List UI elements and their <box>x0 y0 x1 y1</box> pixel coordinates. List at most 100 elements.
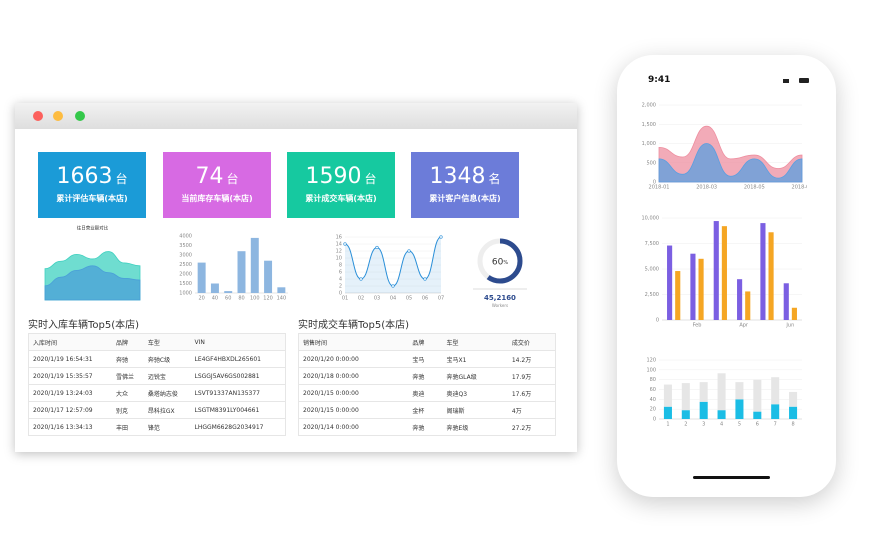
area <box>658 125 803 183</box>
x-tick-label: 3 <box>702 422 705 428</box>
table-cell: 宝马 <box>408 350 443 368</box>
kpi-unit: 台 <box>364 172 377 186</box>
gauge-caption: Workers <box>492 303 508 308</box>
y-tick-label: 2,000 <box>642 103 656 109</box>
table-cell: 奔驰 <box>112 350 144 368</box>
y-tick-label: 2500 <box>179 262 192 268</box>
header-cell: 品牌 <box>112 333 144 351</box>
kpi-label: 累计评估车辆(本店) <box>56 194 128 203</box>
bar-segment <box>771 404 780 419</box>
table-cell: 奔驰C级 <box>143 350 191 368</box>
x-tick-label: 60 <box>225 296 231 302</box>
title-bar <box>15 103 577 129</box>
bar <box>713 221 719 320</box>
x-tick-label: 8 <box>791 422 794 428</box>
table-cell: 4万 <box>507 401 556 419</box>
x-tick-label: 40 <box>212 296 218 302</box>
table-cell: 2020/1/19 15:35:57 <box>28 367 112 385</box>
kpi-value: 1590 台 <box>305 164 377 189</box>
header-row: 入库时间 品牌 车型 VIN <box>28 333 286 351</box>
bar <box>768 232 774 320</box>
area-fill <box>345 237 441 293</box>
bar <box>745 291 751 320</box>
minimize-button[interactable] <box>53 111 63 121</box>
x-tick-label: 06 <box>422 296 428 302</box>
table-cell: 27.2万 <box>507 418 556 436</box>
point <box>359 277 363 281</box>
gauge-total: 45,2160 <box>484 294 516 302</box>
table-cell: 2020/1/17 12:57:09 <box>28 401 112 419</box>
bar-segment <box>717 373 726 411</box>
y-tick-label: 1,000 <box>642 141 656 147</box>
table-cell: 奥迪 <box>408 384 443 402</box>
table-cell: 宝马X1 <box>442 350 508 368</box>
x-tick-label: 2018-01 <box>649 185 670 191</box>
phone-bar-chart: 0 2,500 5,000 7,500 10,000 Feb Apr Jun <box>642 216 802 329</box>
table-row: 2020/1/19 15:35:57 雪佛兰 迈锐宝 LSGGJ5AV6GS00288… <box>28 367 286 385</box>
table-row: 2020/1/16 13:34:13 丰田 锋范 LHGGM6628G2034917 <box>28 418 286 436</box>
bar <box>721 226 727 320</box>
kpi-card: 74 台当前库存车辆(本店) <box>163 152 271 218</box>
bar-segment <box>789 406 798 419</box>
table-row: 2020/1/14 0:00:00 奔驰 奔驰E级 27.2万 <box>298 418 556 436</box>
x-tick-label: 20 <box>198 296 204 302</box>
y-tick-label: 0 <box>339 291 342 297</box>
y-tick-label: 1000 <box>179 291 192 297</box>
bar-segment <box>699 382 708 402</box>
x-tick-label: 03 <box>374 296 380 302</box>
area <box>658 143 803 183</box>
phone-area-chart: 0 500 1,000 1,500 2,000 2018-01 2018-03 2018-05… <box>642 103 807 191</box>
table-row: 2020/1/15 0:00:00 金杯 阁瑞斯 4万 <box>298 401 556 419</box>
y-tick-label: 10,000 <box>642 216 660 222</box>
header-cell: 品牌 <box>408 333 443 351</box>
y-tick-label: 4 <box>339 277 342 283</box>
y-tick-label: 2000 <box>179 272 192 278</box>
kpi-unit: 台 <box>115 172 128 186</box>
point <box>423 277 427 281</box>
table-cell: 2020/1/16 13:34:13 <box>28 418 112 436</box>
table-cell: LHGGM6628G2034917 <box>190 418 286 436</box>
header-row: 销售时间 品牌 车型 成交价 <box>298 333 556 351</box>
x-tick-label: 2018-03 <box>696 185 717 191</box>
point <box>407 249 411 253</box>
table-cell: 大众 <box>112 384 144 402</box>
table-cell: 17.9万 <box>507 367 556 385</box>
table-cell: 奥迪Q3 <box>442 384 508 402</box>
bar <box>760 223 766 320</box>
kpi-unit: 台 <box>226 172 239 186</box>
y-tick-label: 6 <box>339 270 342 276</box>
bar <box>791 307 797 320</box>
table-cell: 2020/1/19 13:24:03 <box>28 384 112 402</box>
bar <box>264 260 273 293</box>
bar <box>675 271 681 320</box>
y-tick-label: 0 <box>656 318 659 324</box>
table-row: 2020/1/20 0:00:00 宝马 宝马X1 14.2万 <box>298 350 556 368</box>
y-tick-label: 8 <box>339 263 342 269</box>
table-cell: 昂科拉GX <box>143 401 191 419</box>
header-cell: 成交价 <box>507 333 556 351</box>
y-tick-label: 3000 <box>179 253 192 259</box>
close-button[interactable] <box>33 111 43 121</box>
kpi-value: 74 台 <box>195 164 239 189</box>
y-tick-label: 3500 <box>179 243 192 249</box>
y-tick-label: 100 <box>646 367 656 373</box>
table-title: 实时成交车辆Top5(本店) <box>298 320 410 331</box>
y-tick-label: 2,500 <box>645 292 659 298</box>
x-tick-label: 07 <box>438 296 444 302</box>
x-tick-label: Jun <box>785 323 794 329</box>
maximize-button[interactable] <box>75 111 85 121</box>
bar-segment <box>771 377 780 405</box>
bar <box>237 251 246 293</box>
y-tick-label: 10 <box>336 256 342 262</box>
table-cell: 奔驰GLA级 <box>442 367 508 385</box>
table-cell: 2020/1/19 16:54:31 <box>28 350 112 368</box>
table-cell: 2020/1/20 0:00:00 <box>298 350 409 368</box>
table-cell: 14.2万 <box>507 350 556 368</box>
table-cell: 别克 <box>112 401 144 419</box>
x-tick-label: 100 <box>250 296 260 302</box>
table-cell: 雪佛兰 <box>112 367 144 385</box>
table-row: 2020/1/17 12:57:09 别克 昂科拉GX LSGTM8391LY0046… <box>28 401 286 419</box>
home-indicator <box>693 476 770 479</box>
bar <box>667 245 673 320</box>
x-tick-label: 2018-05 <box>744 185 765 191</box>
